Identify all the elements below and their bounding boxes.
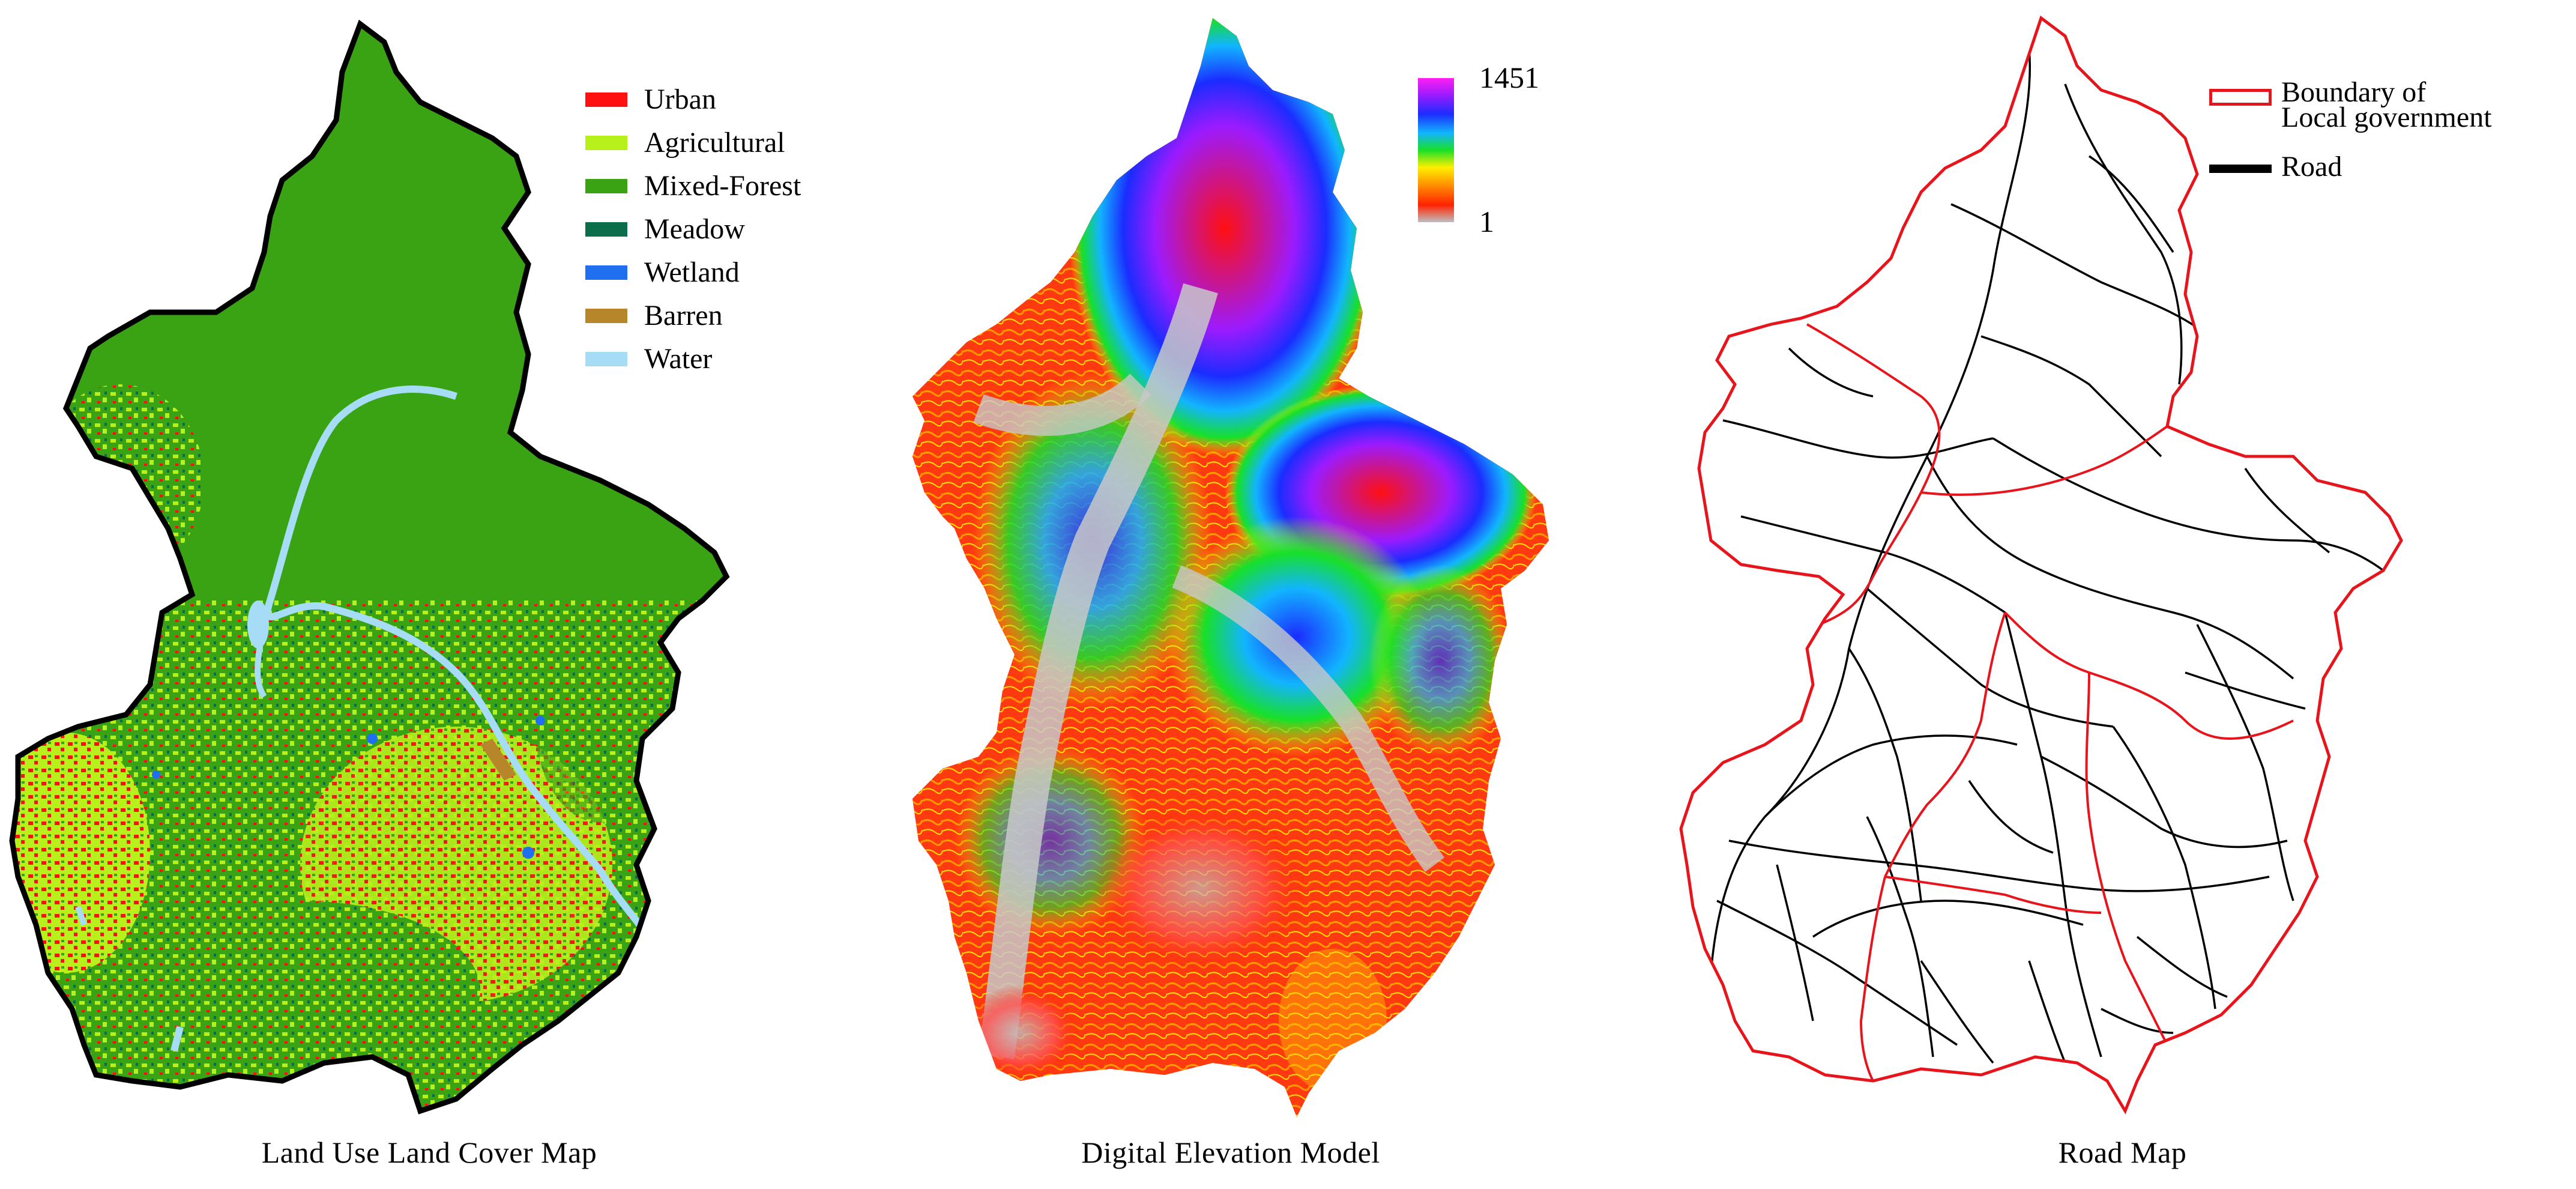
legend-label: Agricultural: [644, 127, 785, 159]
lulc-map: [0, 0, 858, 1129]
urban-swatch: [585, 92, 627, 107]
boundary-legend-label-1: Boundary of: [2281, 76, 2427, 108]
legend-item-barren: Barren: [585, 294, 801, 337]
mixed-forest-swatch: [585, 179, 627, 193]
road-legend: Boundary of Local government Road: [2209, 78, 2557, 198]
legend-label: Mixed-Forest: [644, 170, 801, 202]
meadow-swatch: [585, 222, 627, 237]
agricultural-swatch: [585, 136, 627, 150]
legend-label: Barren: [644, 300, 723, 331]
water-swatch: [585, 352, 627, 366]
lulc-legend: Urban Agricultural Mixed-Forest Meadow W…: [585, 78, 801, 381]
barren-swatch: [585, 309, 627, 323]
dem-map: [912, 18, 1549, 1117]
boundary-legend-swatch: [2209, 89, 2272, 106]
lulc-panel: Urban Agricultural Mixed-Forest Meadow W…: [0, 0, 858, 1189]
boundary-legend-label-2: Local government: [2281, 101, 2492, 133]
local-boundaries: [1806, 323, 2294, 1082]
wetland-swatch: [585, 265, 627, 280]
colorbar-min-label: 1: [1479, 205, 1494, 238]
lulc-caption: Land Use Land Cover Map: [261, 1136, 597, 1169]
road-map: [1669, 0, 2576, 1129]
legend-item-water: Water: [585, 337, 801, 381]
road-caption: Road Map: [2058, 1136, 2187, 1169]
legend-item-mixed-forest: Mixed-Forest: [585, 165, 801, 208]
dem-panel: 1451 1 Digital Elevation Model: [840, 0, 1621, 1189]
legend-item-wetland: Wetland: [585, 251, 801, 294]
legend-label: Water: [644, 343, 713, 375]
dem-caption: Digital Elevation Model: [1081, 1136, 1380, 1169]
road-legend-label: Road: [2281, 151, 2342, 183]
legend-label: Meadow: [644, 213, 745, 245]
legend-label: Wetland: [644, 256, 740, 288]
road-legend-swatch: [2209, 165, 2272, 173]
legend-item-meadow: Meadow: [585, 208, 801, 251]
elevation-colorbar: [1418, 78, 1454, 222]
colorbar-max-label: 1451: [1479, 61, 1539, 94]
legend-label: Urban: [644, 83, 716, 115]
road-network: [1710, 47, 2384, 1064]
road-panel: Boundary of Local government Road Road M…: [1669, 0, 2576, 1189]
legend-item-agricultural: Agricultural: [585, 121, 801, 165]
legend-item-urban: Urban: [585, 78, 801, 121]
